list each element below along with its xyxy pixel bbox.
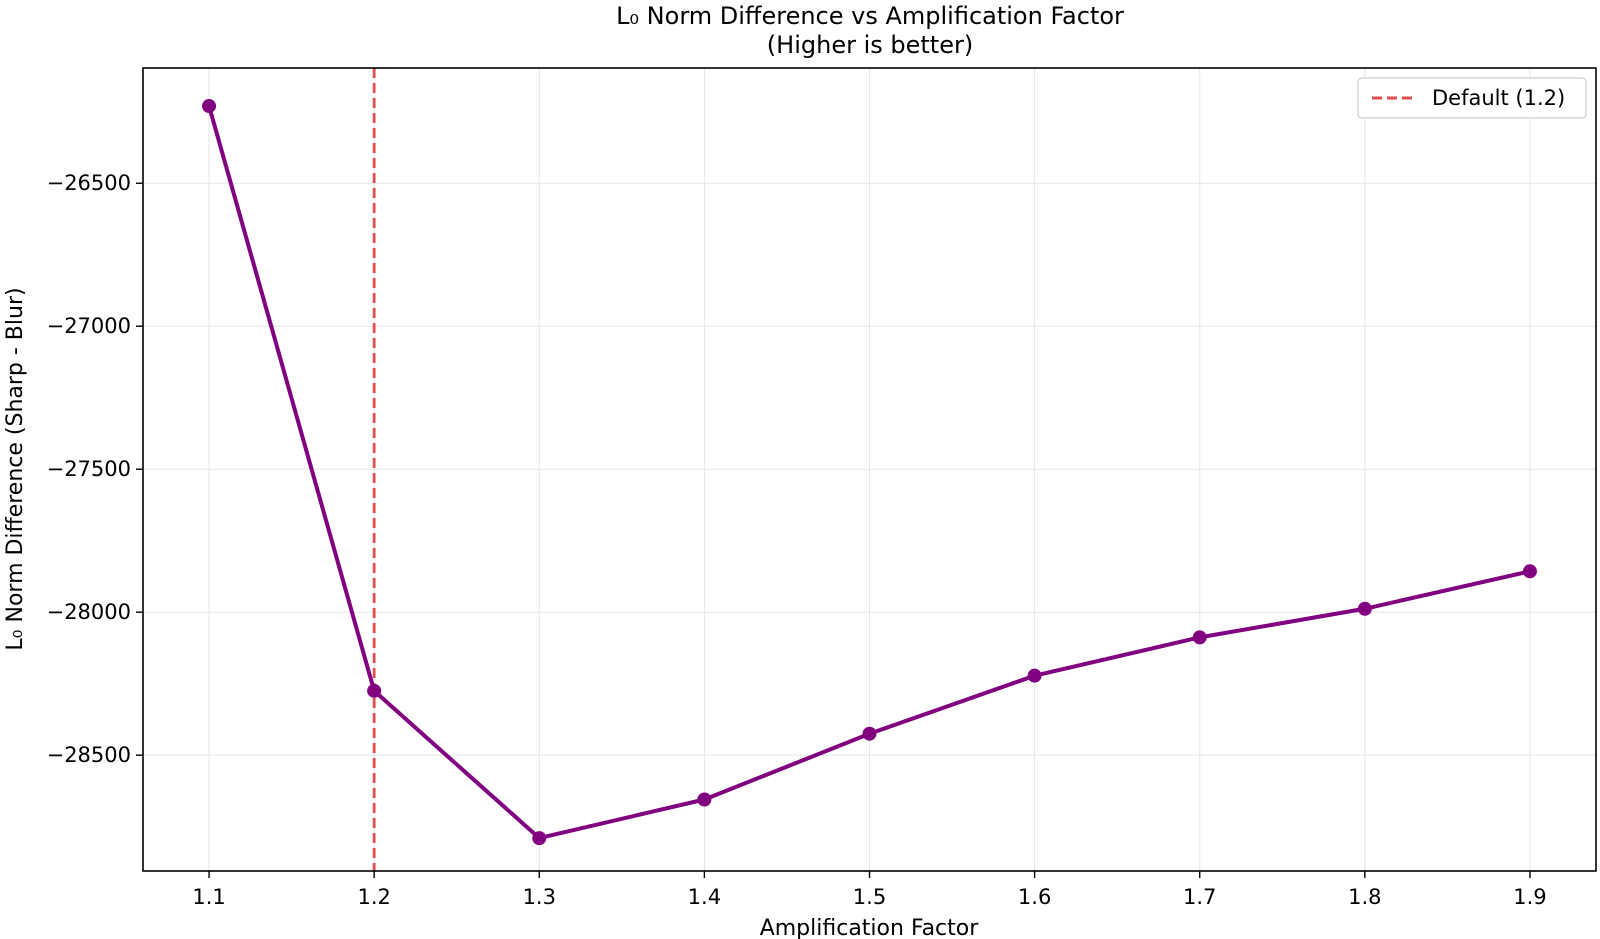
x-tick-label: 1.4 bbox=[688, 885, 721, 909]
chart-title: L₀ Norm Difference vs Amplification Fact… bbox=[616, 2, 1124, 30]
series-group bbox=[202, 99, 1537, 846]
y-axis-ticks: −26500 −27000 −27500 −28000 −28500 bbox=[47, 171, 143, 767]
x-tick-label: 1.2 bbox=[357, 885, 390, 909]
x-tick-label: 1.1 bbox=[192, 885, 225, 909]
x-tick-label: 1.9 bbox=[1513, 885, 1546, 909]
y-axis-label: L₀ Norm Difference (Sharp - Blur) bbox=[3, 287, 28, 650]
data-point bbox=[862, 726, 877, 741]
x-tick-label: 1.5 bbox=[853, 885, 886, 909]
data-point bbox=[532, 831, 547, 846]
legend-label: Default (1.2) bbox=[1432, 86, 1565, 110]
data-point bbox=[202, 99, 217, 114]
x-axis-ticks: 1.1 1.2 1.3 1.4 1.5 1.6 1.7 1.8 1.9 bbox=[192, 871, 1547, 909]
data-point bbox=[697, 792, 712, 807]
x-tick-label: 1.6 bbox=[1018, 885, 1051, 909]
x-axis-label: Amplification Factor bbox=[760, 916, 980, 939]
y-tick-label: −27000 bbox=[47, 314, 131, 338]
legend: Default (1.2) bbox=[1357, 77, 1587, 119]
grid bbox=[143, 68, 1596, 871]
x-tick-label: 1.3 bbox=[523, 885, 556, 909]
y-tick-label: −28000 bbox=[47, 600, 131, 624]
legend-box bbox=[1357, 77, 1587, 119]
x-tick-label: 1.7 bbox=[1183, 885, 1216, 909]
y-tick-label: −28500 bbox=[47, 743, 131, 767]
data-point bbox=[367, 683, 382, 698]
data-point bbox=[1522, 564, 1537, 579]
y-tick-label: −27500 bbox=[47, 457, 131, 481]
plot-frame bbox=[142, 67, 1597, 872]
data-point bbox=[1027, 668, 1042, 683]
chart-subtitle: (Higher is better) bbox=[767, 31, 973, 59]
y-tick-label: −26500 bbox=[47, 171, 131, 195]
data-point bbox=[1357, 601, 1372, 616]
data-point bbox=[1192, 630, 1207, 645]
x-tick-label: 1.8 bbox=[1348, 885, 1381, 909]
